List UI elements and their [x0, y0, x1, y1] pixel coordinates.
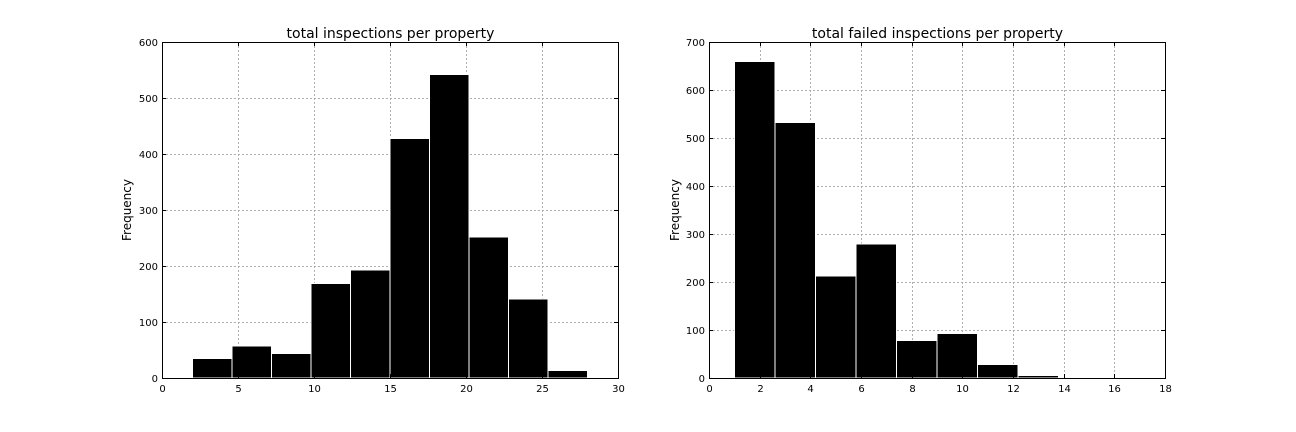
histogram-bar: [936, 332, 979, 379]
x-tick-label: 20: [460, 384, 473, 395]
grid-lines: [709, 42, 1166, 379]
y-tick-label: 600: [139, 38, 158, 49]
y-tick-label: 700: [686, 38, 705, 49]
x-tick-label: 18: [1159, 384, 1172, 395]
histogram-bar: [231, 345, 272, 379]
y-tick-label: 400: [139, 150, 158, 161]
x-tick-label: 16: [1108, 384, 1121, 395]
histogram-bar: [895, 340, 938, 379]
histogram-bar: [389, 137, 431, 379]
x-tick-label: 2: [757, 384, 763, 395]
tick-marks: [709, 42, 1166, 379]
y-tick-label: 100: [686, 326, 705, 337]
y-tick-label: 300: [139, 206, 158, 217]
tick-marks: [162, 42, 619, 379]
histogram-bar: [270, 352, 312, 379]
x-tick-label: 14: [1058, 384, 1071, 395]
x-tick-label: 30: [612, 384, 625, 395]
x-tick-label: 25: [536, 384, 549, 395]
x-tick-label: 10: [956, 384, 969, 395]
y-tick-labels: 0 100 200 300 400 500 600: [139, 38, 158, 385]
histogram-bar: [349, 269, 391, 379]
chart-title: total failed inspections per property: [812, 26, 1063, 42]
histogram-bar: [814, 275, 857, 379]
histogram-bar: [429, 73, 470, 379]
histogram-total-inspections: total inspections per property Frequency…: [120, 26, 625, 395]
axes-frame: [709, 42, 1166, 379]
x-tick-labels: 0 2 4 6 8 10 12 14 16 18: [706, 384, 1172, 395]
y-tick-label: 500: [686, 134, 705, 145]
y-tick-label: 200: [686, 278, 705, 289]
x-tick-label: 15: [384, 384, 397, 395]
y-tick-label: 300: [686, 230, 705, 241]
histogram-bar: [547, 370, 589, 379]
x-tick-label: 6: [858, 384, 864, 395]
histogram-bar: [855, 243, 897, 379]
x-tick-label: 4: [807, 384, 813, 395]
x-tick-labels: 0 5 10 15 20 25 30: [159, 384, 625, 395]
histogram-bar: [774, 122, 816, 379]
y-tick-labels: 0 100 200 300 400 500 600 700: [686, 38, 705, 385]
histogram-bar: [1017, 375, 1060, 379]
histogram-bar: [508, 298, 549, 379]
histogram-bar: [310, 282, 351, 379]
histogram-bars: [191, 73, 589, 379]
x-tick-label: 0: [706, 384, 712, 395]
y-tick-label: 100: [139, 318, 158, 329]
x-tick-label: 8: [909, 384, 915, 395]
y-tick-label: 600: [686, 86, 705, 97]
histogram-failed-inspections: total failed inspections per property Fr…: [668, 26, 1172, 395]
y-axis-label: Frequency: [120, 179, 134, 241]
histogram-bar: [977, 364, 1019, 379]
y-tick-label: 0: [699, 374, 705, 385]
x-tick-label: 5: [235, 384, 241, 395]
chart-title: total inspections per property: [287, 26, 495, 42]
y-axis-label: Frequency: [668, 179, 682, 241]
y-tick-label: 400: [686, 182, 705, 193]
histogram-bar: [468, 236, 510, 379]
y-tick-label: 200: [139, 262, 158, 273]
x-tick-label: 0: [159, 384, 165, 395]
y-tick-label: 500: [139, 94, 158, 105]
x-tick-label: 10: [308, 384, 321, 395]
histogram-bar: [733, 61, 776, 379]
x-tick-label: 12: [1007, 384, 1020, 395]
histogram-bar: [191, 357, 233, 379]
y-tick-label: 0: [152, 374, 158, 385]
